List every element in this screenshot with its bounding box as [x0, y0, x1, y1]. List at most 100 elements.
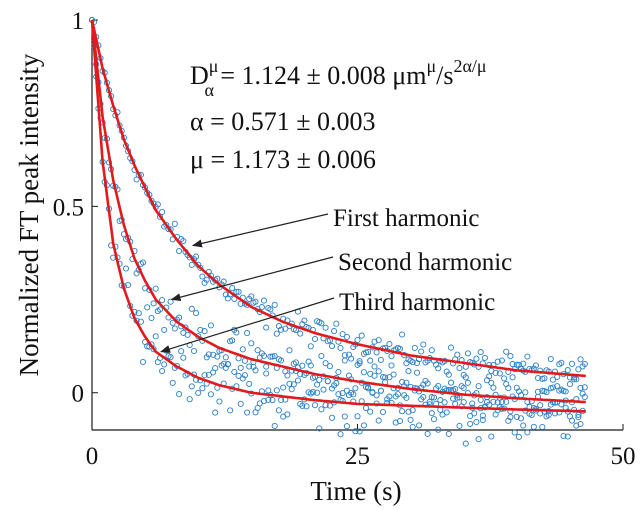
data-point [541, 388, 548, 395]
data-point [203, 276, 210, 283]
x-axis-title: Time (s) [310, 476, 401, 506]
data-point [566, 381, 573, 388]
data-point [473, 418, 480, 426]
data-point [367, 357, 374, 364]
data-point [522, 389, 529, 396]
data-point [488, 433, 495, 440]
data-point [524, 429, 531, 436]
data-point [233, 329, 240, 336]
data-point [210, 369, 217, 376]
data-point [507, 414, 514, 421]
data-point [430, 416, 438, 423]
data-point [354, 336, 361, 344]
data-point [169, 379, 176, 386]
data-point [577, 420, 584, 428]
data-point [254, 347, 261, 354]
data-point [452, 385, 459, 393]
data-point [244, 330, 251, 337]
data-point [311, 335, 319, 343]
data-point [267, 306, 274, 313]
data-point [326, 363, 333, 370]
data-point [428, 347, 435, 354]
data-point [184, 331, 191, 338]
data-point [464, 379, 471, 386]
data-point [286, 347, 293, 354]
data-point [547, 385, 554, 392]
data-point [534, 388, 542, 395]
data-point [282, 325, 289, 332]
data-point [324, 378, 331, 385]
data-point [445, 371, 452, 378]
annotation-arrow [191, 213, 329, 248]
data-point [435, 382, 442, 390]
data-point [341, 413, 348, 420]
data-point [388, 353, 395, 360]
data-point [159, 208, 166, 215]
data-point [307, 362, 314, 369]
data-point [373, 392, 380, 399]
data-point [517, 415, 525, 422]
data-point [520, 360, 527, 367]
data-point [301, 317, 308, 324]
data-point [167, 354, 174, 361]
data-point [564, 433, 571, 440]
data-point [322, 324, 329, 331]
y-tick-label: 0.5 [53, 194, 84, 221]
data-point [237, 300, 244, 307]
data-point [560, 387, 567, 394]
data-point [396, 417, 404, 425]
data-point [233, 288, 240, 295]
data-point [125, 281, 132, 289]
data-point [161, 326, 168, 333]
data-point [216, 398, 223, 405]
data-point [399, 331, 406, 338]
data-point [271, 352, 278, 360]
data-point [220, 278, 227, 285]
data-point [307, 343, 314, 350]
data-point [426, 398, 433, 405]
data-point [471, 410, 478, 417]
fit-curves [90, 19, 586, 413]
data-point [356, 360, 363, 367]
data-point [420, 393, 427, 401]
data-point [197, 326, 204, 333]
data-point [369, 389, 376, 396]
annotation-arrow [170, 256, 334, 302]
data-point [326, 402, 333, 409]
data-point [286, 380, 293, 387]
data-point [498, 357, 505, 364]
data-point [246, 363, 253, 370]
data-point [248, 340, 255, 347]
data-point [386, 340, 393, 348]
data-point [575, 366, 582, 373]
data-point [318, 406, 325, 413]
data-point [188, 261, 195, 268]
data-point [445, 430, 452, 437]
data-point [492, 369, 499, 376]
data-point [311, 402, 319, 409]
data-point [524, 353, 531, 360]
data-point [309, 389, 316, 396]
data-point [294, 377, 302, 384]
data-point [271, 422, 278, 429]
data-point [235, 288, 242, 295]
data-point [316, 425, 323, 432]
data-point [318, 320, 325, 327]
data-point [352, 428, 359, 435]
data-point [339, 390, 346, 397]
data-point [171, 220, 178, 227]
data-point [484, 398, 491, 405]
data-point [205, 351, 212, 358]
data-point [237, 400, 244, 407]
data-point [365, 348, 372, 356]
data-point [284, 372, 291, 379]
data-point [176, 314, 183, 321]
data-point [318, 352, 325, 359]
data-point [241, 372, 248, 379]
data-point [322, 402, 329, 409]
data-point [571, 376, 578, 383]
data-point [513, 413, 520, 420]
data-point [539, 423, 546, 431]
data-point [405, 368, 412, 375]
data-point [573, 422, 580, 429]
